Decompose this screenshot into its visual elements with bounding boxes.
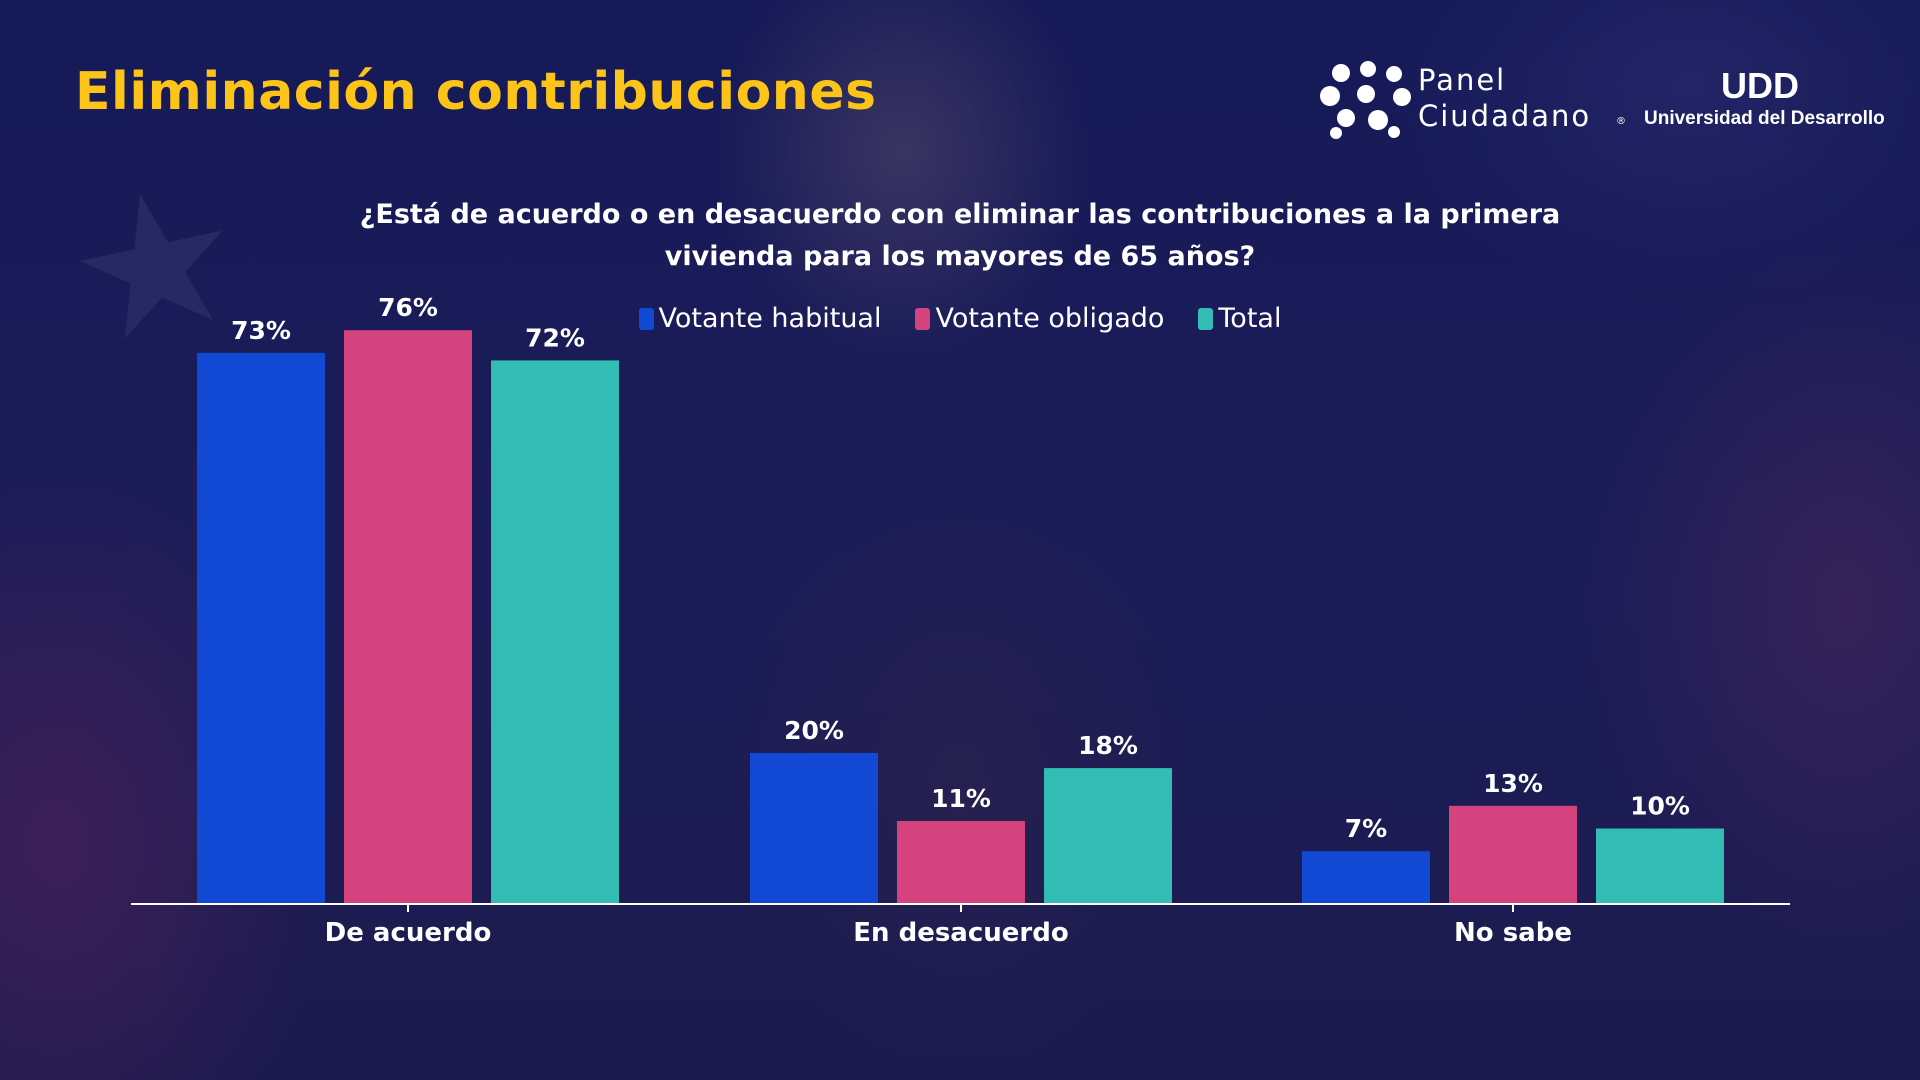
data-label-en-desacuerdo-votante-obligado: 11%	[931, 784, 991, 813]
data-label-no-sabe-total: 10%	[1630, 792, 1690, 821]
bar-no-sabe-total	[1596, 828, 1724, 904]
x-tick-label-en-desacuerdo: En desacuerdo	[853, 918, 1068, 948]
panel-word: Panel	[1418, 63, 1507, 97]
survey-question: ¿Está de acuerdo o en desacuerdo con eli…	[330, 194, 1590, 278]
ciudadano-word: Ciudadano	[1418, 99, 1592, 133]
data-label-en-desacuerdo-votante-habitual: 20%	[784, 716, 844, 745]
udd-subtitle: Universidad del Desarrollo	[1644, 108, 1885, 129]
udd-mark-icon: UDD	[1721, 68, 1799, 104]
udd-mark-text: UDD	[1721, 68, 1799, 104]
legend-swatch-votante-habitual	[638, 307, 654, 330]
x-tick-label-de-acuerdo: De acuerdo	[325, 918, 492, 948]
bar-de-acuerdo-votante-habitual	[197, 352, 325, 905]
panel-ciudadano-wordmark: Panel Ciudadano	[1418, 62, 1591, 134]
legend-item-votante-habitual: Votante habitual	[638, 303, 882, 334]
panel-ciudadano-dots-icon	[1320, 61, 1411, 139]
legend-swatch-votante-obligado	[915, 307, 931, 330]
bar-en-desacuerdo-total	[1044, 768, 1172, 904]
legend-swatch-total	[1198, 307, 1214, 330]
udd-logo: UDD Universidad del Desarrollo	[1640, 64, 1885, 134]
data-label-no-sabe-votante-habitual: 7%	[1345, 814, 1387, 843]
data-label-de-acuerdo-votante-obligado: 76%	[378, 293, 438, 322]
bar-no-sabe-votante-habitual	[1302, 851, 1430, 904]
data-label-de-acuerdo-votante-habitual: 73%	[231, 316, 291, 345]
bar-en-desacuerdo-votante-obligado	[897, 820, 1025, 904]
x-tick-label-no-sabe: No sabe	[1454, 918, 1572, 948]
panel-ciudadano-logo: Panel Ciudadano ®	[1318, 60, 1628, 140]
legend-label-votante-habitual: Votante habitual	[658, 303, 882, 334]
page-title: Eliminación contribuciones	[75, 62, 877, 122]
bar-no-sabe-votante-obligado	[1449, 805, 1577, 904]
chart-legend: Votante habitual Votante obligado Total	[0, 303, 1920, 334]
data-label-de-acuerdo-total: 72%	[525, 323, 585, 352]
legend-item-votante-obligado: Votante obligado	[915, 303, 1164, 334]
registered-mark: ®	[1616, 116, 1626, 127]
bar-en-desacuerdo-votante-habitual	[750, 753, 878, 904]
data-label-no-sabe-votante-obligado: 13%	[1483, 769, 1543, 798]
legend-label-votante-obligado: Votante obligado	[935, 303, 1165, 334]
legend-item-total: Total	[1198, 303, 1281, 334]
question-line-1: ¿Está de acuerdo o en desacuerdo con eli…	[359, 199, 1561, 230]
bar-de-acuerdo-votante-obligado	[344, 330, 472, 904]
legend-label-total: Total	[1218, 303, 1282, 334]
bar-de-acuerdo-total	[491, 360, 619, 904]
question-line-2: vivienda para los mayores de 65 años?	[664, 241, 1256, 272]
data-label-en-desacuerdo-total: 18%	[1078, 731, 1138, 760]
